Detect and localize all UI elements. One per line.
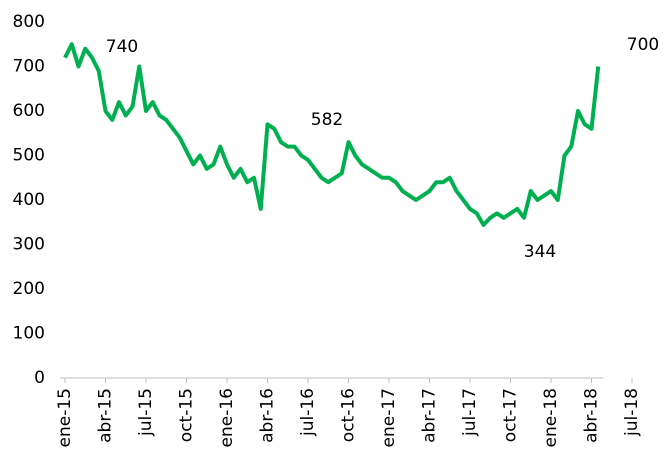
x-tick-label: ene-17 xyxy=(379,388,399,447)
x-tick-label: jul-16 xyxy=(298,388,318,437)
x-tick-label: abr-17 xyxy=(420,388,440,443)
x-tick-label: ene-18 xyxy=(541,388,561,447)
annotation: 740 xyxy=(106,37,138,57)
y-tick-label: 400 xyxy=(13,190,45,210)
x-tick-label: ene-16 xyxy=(217,388,237,447)
x-tick-label: oct-15 xyxy=(177,388,197,442)
annotation: 700 xyxy=(627,35,659,55)
y-tick-label: 0 xyxy=(34,368,45,388)
x-tick-label: abr-16 xyxy=(258,388,278,443)
y-tick-label: 700 xyxy=(13,57,45,77)
y-tick-label: 200 xyxy=(13,279,45,299)
line xyxy=(63,42,601,227)
x-tick-label: jul-18 xyxy=(622,388,642,437)
y-tick-label: 800 xyxy=(13,12,45,32)
y-tick-label: 500 xyxy=(13,146,45,166)
x-tick-label: oct-17 xyxy=(501,388,521,442)
y-tick-label: 600 xyxy=(13,101,45,121)
x-tick-label: abr-18 xyxy=(582,388,602,443)
annotation: 344 xyxy=(524,242,556,262)
x-tick-label: abr-15 xyxy=(96,388,116,443)
x-tick-label: oct-16 xyxy=(339,388,359,442)
x-tick-label: jul-15 xyxy=(136,388,156,437)
y-tick-label: 300 xyxy=(13,235,45,255)
y-tick-label: 100 xyxy=(13,324,45,344)
x-tick-label: ene-15 xyxy=(55,388,75,447)
x-tick-label: jul-17 xyxy=(460,388,480,437)
annotation: 582 xyxy=(311,110,343,130)
